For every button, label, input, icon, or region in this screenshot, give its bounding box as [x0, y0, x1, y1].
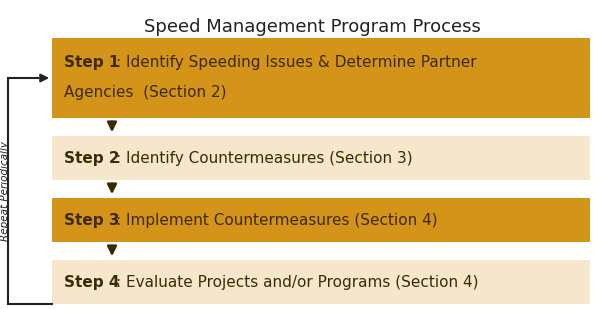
Text: Step 2: Step 2 — [64, 150, 119, 166]
Text: Repeat Periodically: Repeat Periodically — [0, 141, 10, 241]
Text: Speed Management Program Process: Speed Management Program Process — [143, 18, 481, 36]
Text: : Implement Countermeasures (Section 4): : Implement Countermeasures (Section 4) — [116, 213, 437, 227]
Text: Step 3: Step 3 — [64, 213, 119, 227]
Text: : Identify Speeding Issues & Determine Partner: : Identify Speeding Issues & Determine P… — [116, 54, 476, 70]
FancyBboxPatch shape — [52, 198, 590, 242]
Text: Agencies  (Section 2): Agencies (Section 2) — [64, 85, 227, 100]
FancyBboxPatch shape — [52, 260, 590, 304]
Text: : Identify Countermeasures (Section 3): : Identify Countermeasures (Section 3) — [116, 150, 413, 166]
Text: Step 4: Step 4 — [64, 274, 119, 290]
FancyBboxPatch shape — [52, 136, 590, 180]
Text: Step 1: Step 1 — [64, 54, 119, 70]
FancyBboxPatch shape — [52, 38, 590, 118]
Text: : Evaluate Projects and/or Programs (Section 4): : Evaluate Projects and/or Programs (Sec… — [116, 274, 479, 290]
